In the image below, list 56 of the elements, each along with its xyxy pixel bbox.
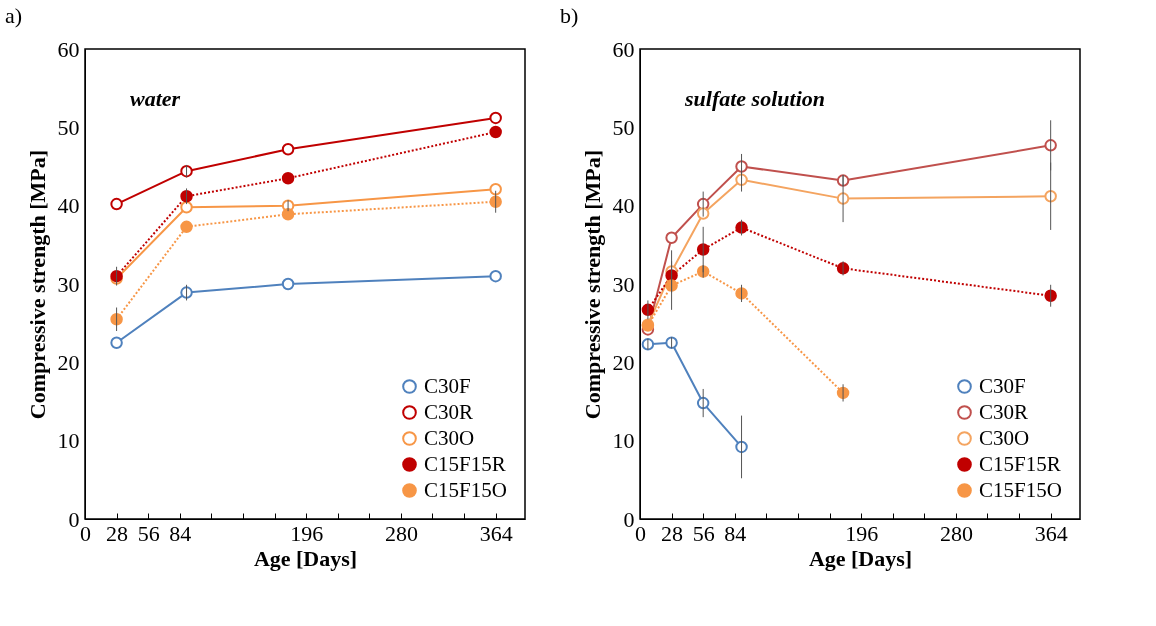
annotation: sulfate solution [684,86,825,111]
x-tick-label: 56 [692,520,715,546]
y-tick-label: 10 [612,428,635,454]
point [281,172,295,185]
y-axis-title: Compressive strength [MPa] [24,149,50,420]
legend-label: C15F15R [979,451,1061,476]
y-tick-label: 30 [612,271,635,297]
legend-label: C15F15R [424,451,506,476]
y-tick-label: 50 [612,114,635,140]
legend-label: C30R [979,399,1029,424]
x-tick-label: 280 [384,520,418,546]
x-tick-label: 364 [1034,520,1068,546]
y-tick-label: 20 [57,349,80,375]
x-tick-label: 56 [137,520,160,546]
y-tick-label: 50 [57,114,80,140]
x-tick-label: 28 [106,520,129,546]
point [281,277,295,291]
y-tick-label: 40 [612,193,635,219]
point [110,336,123,349]
x-tick-label: 196 [845,520,879,546]
point [696,207,710,220]
legend-label: C30F [424,373,471,398]
legend-label: C30R [424,399,474,424]
x-tick-label: 84 [169,520,192,546]
y-tick-label: 40 [57,193,80,219]
y-tick-label: 60 [612,36,635,62]
point [489,182,502,196]
annotation: water [130,86,181,111]
point [489,125,502,139]
point [489,269,502,283]
y-tick-label: 10 [57,428,80,454]
point [665,231,678,245]
legend-label: C30O [979,425,1030,450]
point [180,201,193,214]
y-tick-label: 60 [57,36,80,62]
legend-label: C15F15O [424,477,507,502]
legend-label: C30F [979,373,1026,398]
x-tick-label: 280 [939,520,973,546]
chart-title: a) [5,3,23,28]
chart-title: b) [560,3,579,28]
x-tick-label: 84 [724,520,747,546]
x-axis-title: Age [Days] [808,545,913,571]
y-tick-label: 30 [57,271,80,297]
x-tick-label: 196 [290,520,324,546]
point [281,143,295,156]
legend-label: C15F15O [979,477,1062,502]
x-axis-title: Age [Days] [253,545,358,571]
legend-label: C30O [424,425,475,450]
x-tick-label: 364 [479,520,513,546]
y-tick-label: 20 [612,349,635,375]
point [489,111,502,125]
point [180,220,193,234]
y-axis-title: Compressive strength [MPa] [579,149,605,420]
point [281,208,295,221]
point [110,197,123,211]
x-tick-label: 28 [661,520,684,546]
